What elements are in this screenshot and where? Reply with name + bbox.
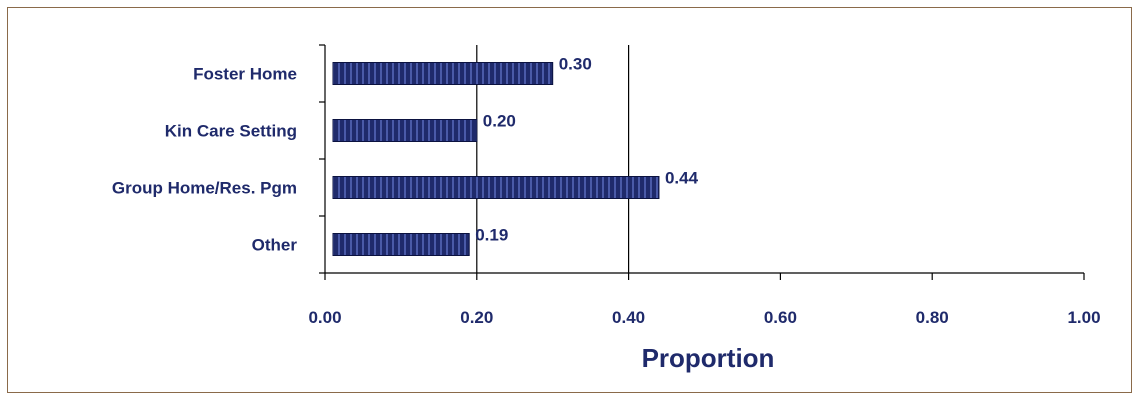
- category-label-0: Foster Home: [193, 65, 297, 84]
- category-label-1: Kin Care Setting: [165, 122, 297, 141]
- labels: 0.30 Foster Home 0.20 Kin Care Setting 0.44 G…: [112, 55, 1101, 328]
- x-tick-label-0: 0.00: [308, 308, 341, 327]
- category-label-3: Other: [252, 236, 298, 255]
- data-label-0: 0.30: [559, 55, 592, 74]
- axes: [319, 44, 1085, 280]
- data-label-1: 0.20: [483, 112, 516, 131]
- bar-0: [332, 62, 554, 85]
- bar-1: [332, 119, 478, 142]
- x-tick-label-4: 0.80: [916, 308, 949, 327]
- bar-chart: 0.30 Foster Home 0.20 Kin Care Setting 0.44 G…: [112, 44, 1101, 373]
- bar-2: [332, 176, 660, 199]
- x-axis-title: Proportion: [642, 343, 775, 373]
- data-label-3: 0.19: [475, 226, 508, 245]
- x-tick-label-1: 0.20: [460, 308, 493, 327]
- bar-3: [332, 233, 470, 256]
- x-tick-label-3: 0.60: [764, 308, 797, 327]
- chart-frame: 0.30 Foster Home 0.20 Kin Care Setting 0.44 G…: [7, 7, 1132, 393]
- x-tick-label-5: 1.00: [1067, 308, 1100, 327]
- data-label-2: 0.44: [665, 169, 699, 188]
- bars: [332, 62, 660, 256]
- x-tick-label-2: 0.40: [612, 308, 645, 327]
- category-label-2: Group Home/Res. Pgm: [112, 179, 297, 198]
